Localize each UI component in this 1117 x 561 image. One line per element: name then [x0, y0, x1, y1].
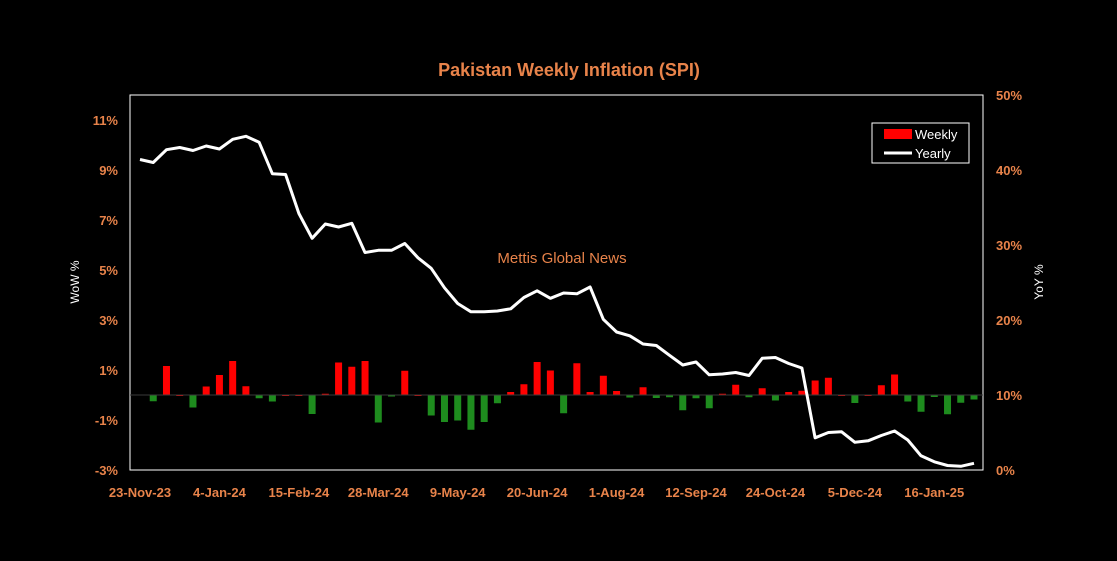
weekly-bar	[546, 370, 554, 395]
weekly-bar	[149, 395, 157, 402]
weekly-bar	[493, 395, 501, 404]
weekly-bar	[361, 361, 369, 395]
legend-weekly-swatch	[884, 129, 912, 139]
weekly-bar	[560, 395, 568, 414]
weekly-bar	[732, 384, 740, 395]
weekly-bar	[520, 384, 528, 395]
weekly-bar	[904, 395, 912, 402]
legend-box	[871, 122, 970, 164]
weekly-bar	[308, 395, 316, 414]
x-tick-label: 5-Dec-24	[828, 485, 883, 500]
weekly-bar	[599, 375, 607, 395]
right-tick-label: 10%	[996, 388, 1022, 403]
weekly-bar	[957, 395, 965, 403]
weekly-bar	[851, 395, 859, 403]
left-tick-label: 3%	[99, 313, 118, 328]
x-tick-label: 23-Nov-23	[109, 485, 171, 500]
weekly-bar	[202, 386, 210, 395]
left-tick-label: 1%	[99, 363, 118, 378]
weekly-bar	[162, 366, 170, 395]
weekly-bar	[268, 395, 276, 402]
weekly-bar	[335, 362, 343, 395]
weekly-bar	[467, 395, 475, 430]
weekly-bar	[440, 395, 448, 422]
x-tick-label: 4-Jan-24	[193, 485, 247, 500]
weekly-bar	[321, 393, 329, 395]
weekly-bar	[679, 395, 687, 411]
weekly-bar	[758, 388, 766, 395]
x-tick-label: 16-Jan-25	[904, 485, 964, 500]
x-tick-label: 9-May-24	[430, 485, 486, 500]
weekly-bar	[189, 395, 197, 408]
weekly-bar	[970, 395, 978, 400]
x-tick-label: 1-Aug-24	[589, 485, 645, 500]
left-tick-label: 5%	[99, 263, 118, 278]
weekly-bar	[255, 395, 263, 399]
weekly-bar	[613, 391, 621, 395]
x-tick-label: 28-Mar-24	[348, 485, 409, 500]
plot-area	[129, 94, 984, 471]
yearly-line	[139, 134, 975, 468]
legend-weekly-label: Weekly	[915, 127, 958, 142]
weekly-bar	[374, 395, 382, 423]
left-tick-label: -3%	[95, 463, 119, 478]
left-tick-label: 11%	[93, 113, 119, 128]
weekly-bar	[454, 395, 462, 421]
yearly-series-line	[139, 134, 975, 468]
weekly-bar	[944, 395, 952, 415]
weekly-bar	[480, 395, 488, 422]
weekly-bar	[573, 363, 581, 395]
weekly-bar	[626, 395, 634, 398]
right-axis-ticks: 0% 10% 20% 30% 40% 50%	[996, 88, 1022, 478]
weekly-bar	[215, 375, 223, 395]
weekly-bars	[136, 361, 978, 430]
right-tick-label: 40%	[996, 163, 1022, 178]
weekly-bar	[639, 387, 647, 395]
weekly-bar	[811, 380, 819, 395]
weekly-bar	[824, 377, 832, 395]
x-tick-label: 24-Oct-24	[746, 485, 806, 500]
weekly-bar	[917, 395, 925, 412]
weekly-bar	[229, 361, 237, 395]
weekly-bar	[348, 366, 356, 395]
weekly-bar	[877, 385, 885, 395]
weekly-bar	[242, 386, 250, 395]
left-axis-label: WoW %	[68, 260, 82, 303]
weekly-bar	[586, 392, 594, 395]
weekly-bar	[891, 374, 899, 395]
left-tick-label: -1%	[95, 413, 119, 428]
right-tick-label: 50%	[996, 88, 1022, 103]
weekly-bar	[771, 395, 779, 401]
x-tick-label: 20-Jun-24	[507, 485, 568, 500]
left-tick-label: 9%	[99, 163, 118, 178]
weekly-bar	[652, 395, 660, 398]
weekly-bar	[427, 395, 435, 416]
weekly-bar	[785, 392, 793, 395]
weekly-bar	[388, 395, 396, 397]
weekly-bar	[401, 370, 409, 395]
weekly-bar	[718, 393, 726, 395]
weekly-bar	[798, 390, 806, 395]
weekly-bar	[507, 392, 515, 395]
watermark: Mettis Global News	[497, 250, 626, 267]
weekly-bar	[692, 395, 700, 399]
right-tick-label: 20%	[996, 313, 1022, 328]
left-tick-label: 7%	[99, 213, 118, 228]
weekly-bar	[666, 395, 674, 398]
weekly-bar	[533, 362, 541, 395]
legend: Weekly Yearly	[871, 122, 970, 164]
weekly-bar	[705, 395, 713, 409]
weekly-bar	[745, 395, 753, 398]
weekly-bar	[930, 395, 938, 397]
right-tick-label: 30%	[996, 238, 1022, 253]
legend-yearly-label: Yearly	[915, 146, 951, 161]
right-tick-label: 0%	[996, 463, 1015, 478]
x-tick-label: 15-Feb-24	[269, 485, 330, 500]
right-axis-label: YoY %	[1032, 264, 1046, 300]
chart-title: Pakistan Weekly Inflation (SPI)	[438, 60, 700, 80]
left-axis-ticks: -3% -1% 1% 3% 5% 7% 9% 11%	[93, 113, 119, 478]
x-axis-ticks: 23-Nov-23 4-Jan-24 15-Feb-24 28-Mar-24 9-May…	[109, 485, 964, 500]
x-tick-label: 12-Sep-24	[665, 485, 727, 500]
